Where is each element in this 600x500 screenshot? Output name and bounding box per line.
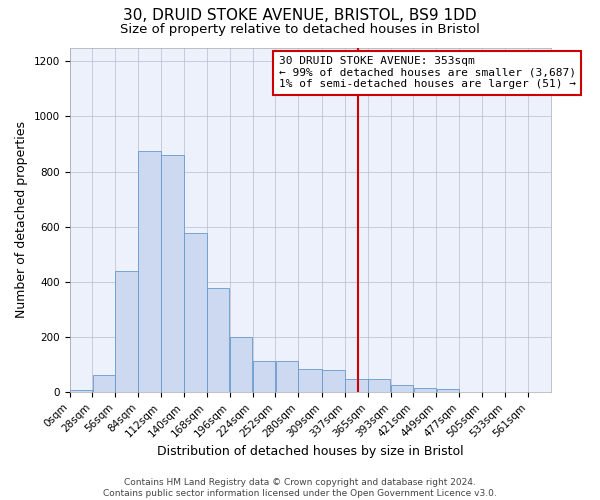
Bar <box>139 151 161 392</box>
Bar <box>368 380 391 392</box>
Bar <box>391 386 413 392</box>
Text: Size of property relative to detached houses in Bristol: Size of property relative to detached ho… <box>120 22 480 36</box>
Bar <box>184 233 206 392</box>
Bar <box>70 390 92 392</box>
Y-axis label: Number of detached properties: Number of detached properties <box>15 122 28 318</box>
Bar <box>298 370 322 392</box>
X-axis label: Distribution of detached houses by size in Bristol: Distribution of detached houses by size … <box>157 444 463 458</box>
Bar <box>345 378 368 392</box>
Bar <box>207 288 229 393</box>
Bar <box>437 389 459 392</box>
Bar <box>253 362 275 392</box>
Bar <box>275 362 298 392</box>
Text: 30 DRUID STOKE AVENUE: 353sqm
← 99% of detached houses are smaller (3,687)
1% of: 30 DRUID STOKE AVENUE: 353sqm ← 99% of d… <box>279 56 576 90</box>
Bar <box>322 370 344 392</box>
Bar <box>230 337 253 392</box>
Bar <box>115 271 138 392</box>
Text: Contains HM Land Registry data © Crown copyright and database right 2024.
Contai: Contains HM Land Registry data © Crown c… <box>103 478 497 498</box>
Text: 30, DRUID STOKE AVENUE, BRISTOL, BS9 1DD: 30, DRUID STOKE AVENUE, BRISTOL, BS9 1DD <box>123 8 477 22</box>
Bar <box>92 376 115 392</box>
Bar <box>413 388 436 392</box>
Bar <box>161 155 184 392</box>
